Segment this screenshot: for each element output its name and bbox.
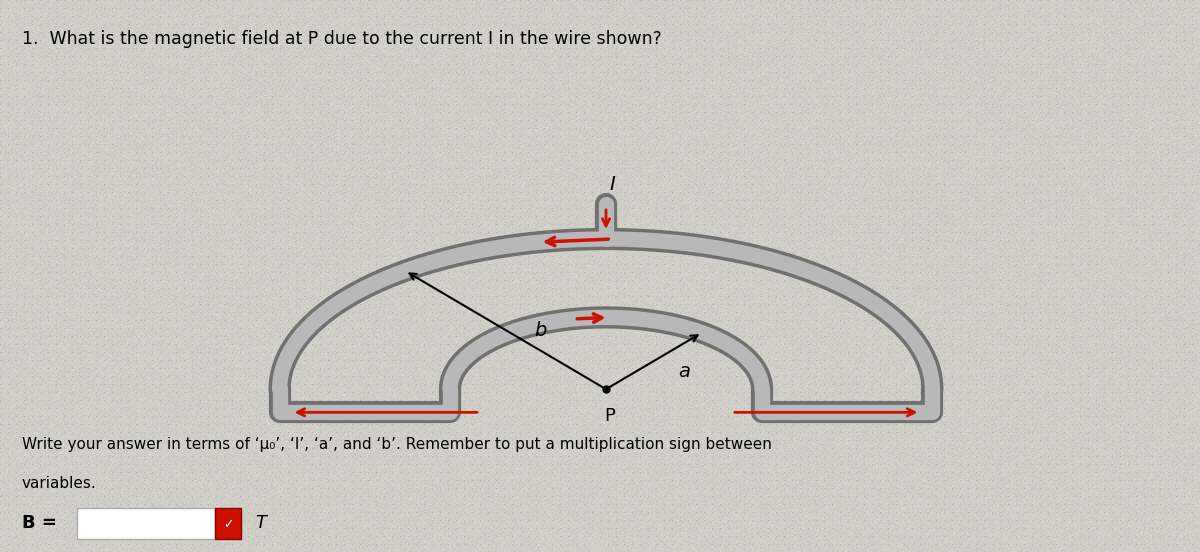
Text: 1.  What is the magnetic field at P due to the current I in the wire shown?: 1. What is the magnetic field at P due t…	[22, 30, 661, 49]
Text: B =: B =	[22, 514, 56, 532]
Bar	[215, 508, 241, 539]
Bar	[77, 508, 215, 539]
Text: $\checkmark$: $\checkmark$	[223, 517, 233, 530]
Text: Write your answer in terms of ‘μ₀’, ‘I’, ‘a’, and ‘b’. Remember to put a multipl: Write your answer in terms of ‘μ₀’, ‘I’,…	[22, 437, 772, 452]
Text: T: T	[256, 514, 266, 532]
Text: b: b	[534, 321, 547, 339]
Text: variables.: variables.	[22, 475, 96, 491]
Text: a: a	[678, 363, 690, 381]
Text: I: I	[610, 176, 614, 194]
Text: P: P	[604, 407, 616, 425]
